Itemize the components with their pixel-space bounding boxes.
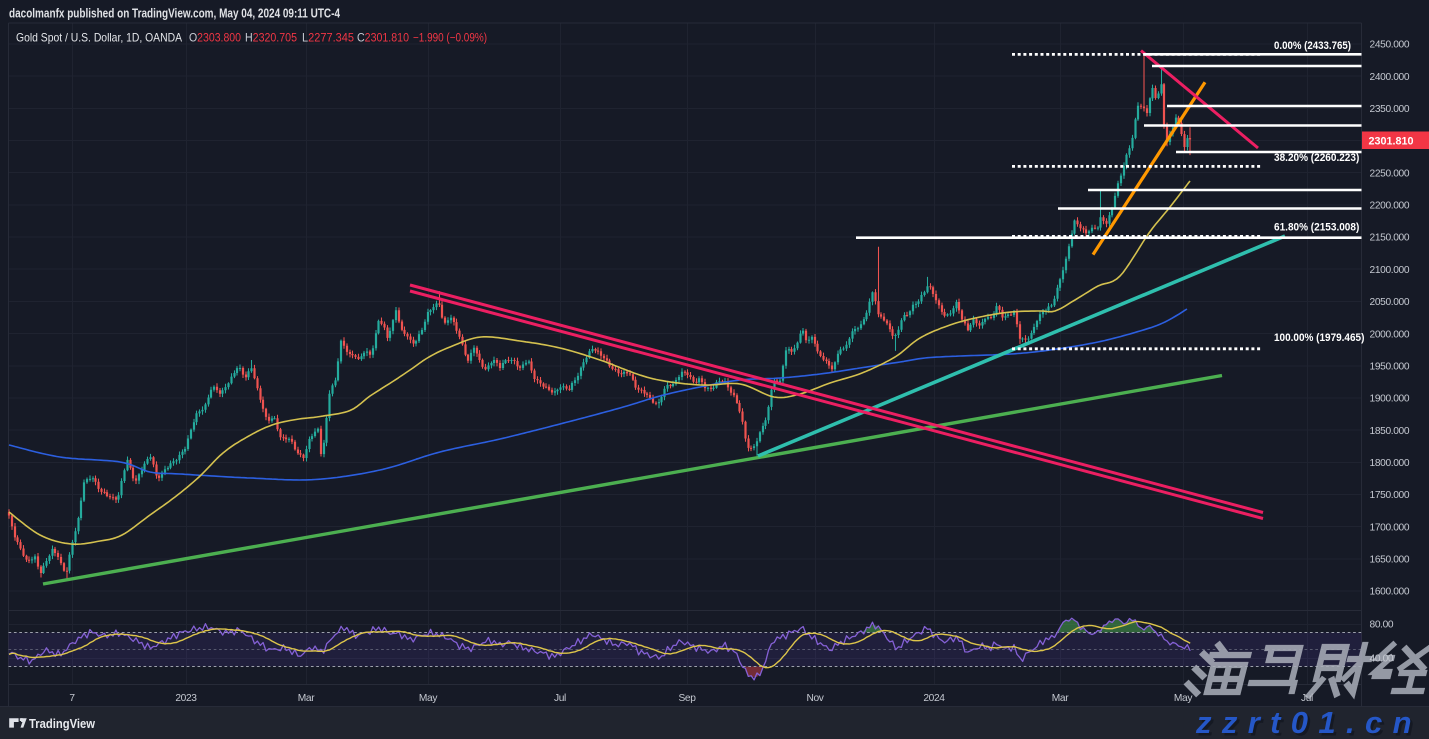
svg-text:2250.000: 2250.000 xyxy=(1370,168,1410,179)
svg-text:Nov: Nov xyxy=(806,693,824,704)
svg-text:1600.000: 1600.000 xyxy=(1370,587,1410,598)
svg-text:Jul: Jul xyxy=(554,693,566,704)
svg-text:100.00% (1979.465): 100.00% (1979.465) xyxy=(1274,332,1365,344)
svg-text:1950.000: 1950.000 xyxy=(1370,361,1410,372)
svg-text:TradingView: TradingView xyxy=(29,716,96,731)
svg-text:2400.000: 2400.000 xyxy=(1370,72,1410,83)
svg-text:2050.000: 2050.000 xyxy=(1370,297,1410,308)
svg-text:2023: 2023 xyxy=(175,693,197,704)
svg-text:Jul: Jul xyxy=(1301,693,1313,704)
svg-text:1800.000: 1800.000 xyxy=(1370,458,1410,469)
svg-text:2150.000: 2150.000 xyxy=(1370,233,1410,244)
svg-text:38.20% (2260.223): 38.20% (2260.223) xyxy=(1274,152,1360,164)
svg-text:0.00% (2433.765): 0.00% (2433.765) xyxy=(1274,40,1351,52)
svg-text:O2303.800: O2303.800 xyxy=(189,33,241,45)
svg-text:1700.000: 1700.000 xyxy=(1370,522,1410,533)
svg-text:61.80% (2153.008): 61.80% (2153.008) xyxy=(1274,222,1360,234)
svg-text:40.00: 40.00 xyxy=(1370,654,1394,665)
svg-text:2301.810: 2301.810 xyxy=(1369,135,1414,147)
svg-text:1650.000: 1650.000 xyxy=(1370,555,1410,566)
svg-text:May: May xyxy=(1174,693,1193,704)
svg-text:80.00: 80.00 xyxy=(1370,620,1394,631)
svg-text:C2301.810: C2301.810 xyxy=(357,33,409,45)
svg-text:May: May xyxy=(419,693,438,704)
svg-text:1750.000: 1750.000 xyxy=(1370,490,1410,501)
svg-text:zzrt01.cn: zzrt01.cn xyxy=(1198,708,1425,739)
svg-text:−1.990 (−0.09%): −1.990 (−0.09%) xyxy=(413,33,487,45)
svg-text:Mar: Mar xyxy=(298,693,315,704)
svg-text:zzrt01.cn: zzrt01.cn xyxy=(1195,705,1422,739)
svg-text:2000.000: 2000.000 xyxy=(1370,329,1410,340)
svg-text:Mar: Mar xyxy=(1052,693,1069,704)
svg-text:Sep: Sep xyxy=(678,693,696,704)
svg-text:1850.000: 1850.000 xyxy=(1370,426,1410,437)
svg-text:2350.000: 2350.000 xyxy=(1370,104,1410,115)
svg-text:7: 7 xyxy=(69,693,75,704)
svg-text:2450.000: 2450.000 xyxy=(1370,40,1410,51)
svg-text:2100.000: 2100.000 xyxy=(1370,265,1410,276)
svg-text:H2320.705: H2320.705 xyxy=(245,33,297,45)
svg-text:Gold Spot / U.S. Dollar, 1D, O: Gold Spot / U.S. Dollar, 1D, OANDA xyxy=(16,31,182,45)
svg-text:dacolmanfx published on Tradin: dacolmanfx published on TradingView.com,… xyxy=(9,7,340,21)
svg-text:2200.000: 2200.000 xyxy=(1370,201,1410,212)
svg-text:1900.000: 1900.000 xyxy=(1370,394,1410,405)
svg-text:L2277.345: L2277.345 xyxy=(302,33,354,45)
svg-text:2024: 2024 xyxy=(923,693,945,704)
